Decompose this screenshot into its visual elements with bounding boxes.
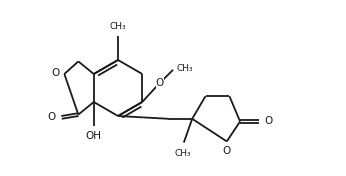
Text: CH₃: CH₃ xyxy=(176,64,193,73)
Text: O: O xyxy=(47,112,56,122)
Text: O: O xyxy=(51,68,60,78)
Text: O: O xyxy=(265,117,273,127)
Text: CH₃: CH₃ xyxy=(110,22,126,31)
Text: CH₃: CH₃ xyxy=(174,149,191,158)
Text: O: O xyxy=(223,146,231,156)
Text: OH: OH xyxy=(86,131,102,141)
Text: O: O xyxy=(155,78,164,88)
